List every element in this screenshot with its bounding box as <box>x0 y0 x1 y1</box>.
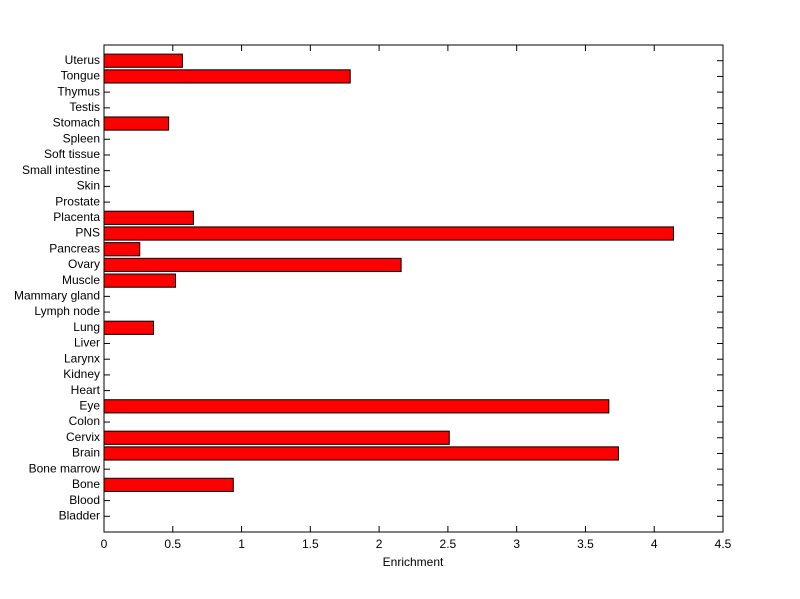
y-tick-label: Testis <box>69 100 100 114</box>
bar <box>103 53 183 68</box>
x-tick-label: 0 <box>101 537 108 551</box>
y-tick-label: Tongue <box>61 69 101 83</box>
y-tick-label: Bone <box>72 477 100 491</box>
x-tick-label: 1.5 <box>302 537 319 551</box>
y-tick-label: Bladder <box>59 508 100 522</box>
bar <box>103 320 155 335</box>
bar <box>103 446 619 461</box>
x-tick-label: 0.5 <box>164 537 181 551</box>
y-tick-label: Mammary gland <box>14 289 100 303</box>
y-tick-label: Kidney <box>63 367 100 381</box>
y-tick-label: Heart <box>71 383 101 397</box>
bar <box>103 257 402 273</box>
y-tick-label: PNS <box>75 226 100 240</box>
x-tick-label: 3.5 <box>577 537 594 551</box>
bar <box>103 116 170 131</box>
y-tick-label: Liver <box>74 336 100 350</box>
y-tick-label: Small intestine <box>22 163 100 177</box>
y-tick-label: Uterus <box>65 53 100 67</box>
y-tick-label: Blood <box>69 493 100 507</box>
y-tick-label: Colon <box>69 414 100 428</box>
y-tick-label: Thymus <box>57 84 100 98</box>
x-tick-label: 3 <box>513 537 520 551</box>
y-tick-label: Soft tissue <box>44 147 100 161</box>
bar <box>103 430 450 445</box>
y-tick-label: Prostate <box>55 194 100 208</box>
y-tick-label: Stomach <box>53 116 100 130</box>
y-tick-label: Muscle <box>62 273 100 287</box>
x-tick-label: 4.5 <box>715 537 732 551</box>
bar <box>103 242 141 257</box>
y-tick-label: Cervix <box>66 430 100 444</box>
bar <box>103 69 351 84</box>
y-tick-label: Eye <box>79 398 100 412</box>
x-tick-label: 2.5 <box>440 537 457 551</box>
x-tick-label: 4 <box>651 537 658 551</box>
y-tick-label: Larynx <box>64 351 100 365</box>
y-tick-label: Ovary <box>68 257 100 271</box>
y-tick-label: Spleen <box>63 131 100 145</box>
bar <box>103 273 177 288</box>
x-tick-label: 2 <box>376 537 383 551</box>
bar <box>103 226 674 241</box>
bar <box>103 210 194 225</box>
bar <box>103 477 234 492</box>
bar <box>103 399 610 414</box>
x-tick-label: 1 <box>238 537 245 551</box>
y-tick-label: Skin <box>77 179 100 193</box>
x-axis-label: Enrichment <box>383 555 444 569</box>
y-tick-label: Pancreas <box>49 241 100 255</box>
y-tick-label: Bone marrow <box>29 461 101 475</box>
y-tick-label: Lymph node <box>34 304 100 318</box>
y-tick-label: Placenta <box>53 210 100 224</box>
y-tick-label: Brain <box>72 446 100 460</box>
y-tick-label: Lung <box>73 320 100 334</box>
